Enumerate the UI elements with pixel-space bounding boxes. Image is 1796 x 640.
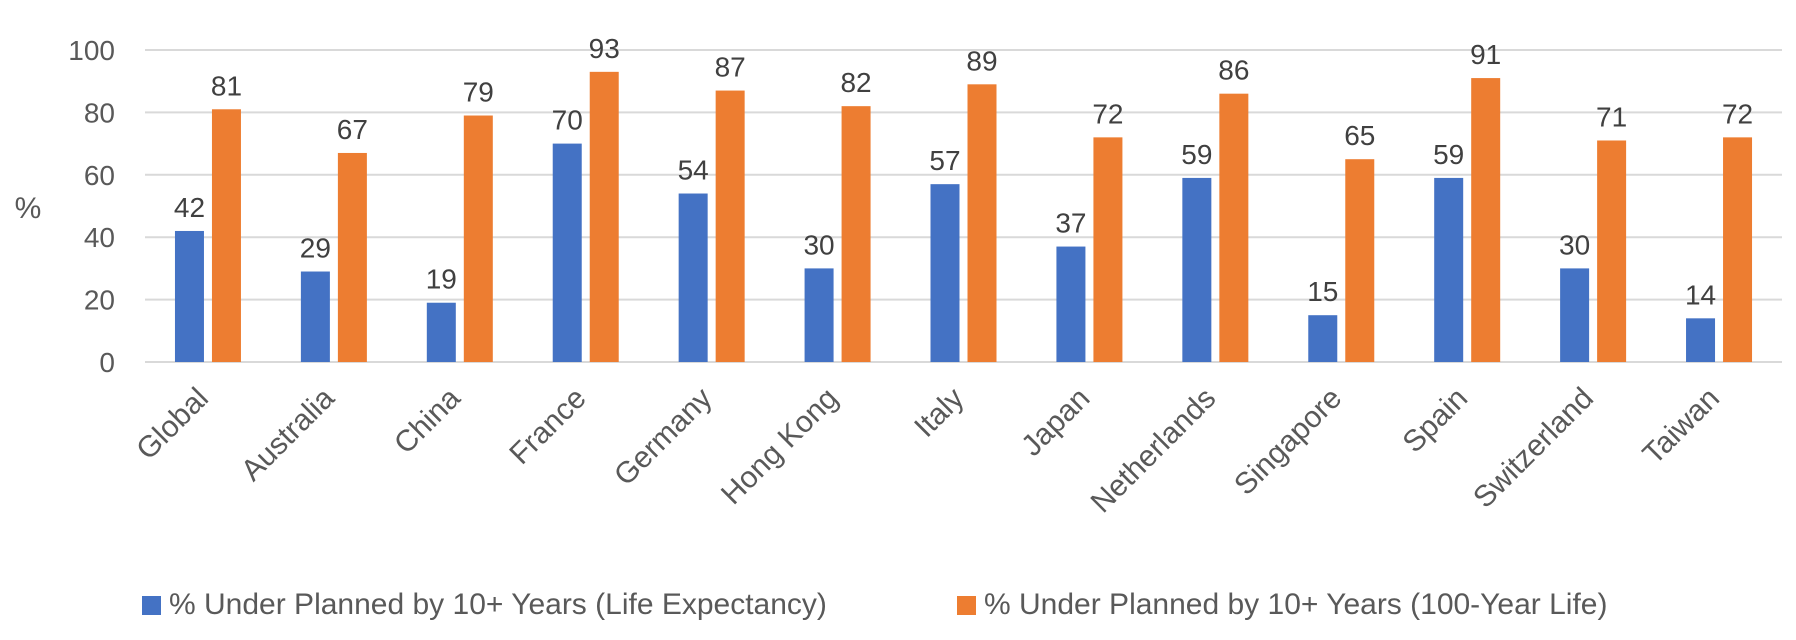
legend-swatch-blue — [142, 595, 161, 615]
data-label: 30 — [803, 229, 834, 260]
category-label: Japan — [1015, 382, 1096, 463]
data-label: 19 — [426, 264, 457, 295]
data-label: 37 — [1055, 208, 1086, 239]
y-tick-label: 80 — [84, 97, 115, 128]
data-label: 72 — [1092, 98, 1123, 129]
data-label: 86 — [1218, 55, 1249, 86]
legend-item-100-year-life: % Under Planned by 10+ Years (100-Year L… — [957, 588, 1607, 622]
bar-100-year-life — [1471, 78, 1501, 362]
category-label: Switzerland — [1467, 382, 1600, 515]
category-label: Australia — [235, 381, 341, 487]
data-label: 89 — [966, 45, 997, 76]
category-label: China — [388, 381, 467, 460]
gridlines — [145, 49, 1782, 363]
legend-swatch-orange — [957, 595, 976, 615]
category-label: Singapore — [1228, 382, 1348, 502]
bar-100-year-life — [715, 90, 745, 362]
y-tick-label: 40 — [84, 222, 115, 253]
category-label: Spain — [1397, 382, 1475, 460]
bar-life-expectancy — [174, 230, 204, 362]
category-label: Taiwan — [1637, 382, 1726, 471]
bar-100-year-life — [337, 152, 367, 362]
data-label: 79 — [463, 77, 494, 108]
data-label: 71 — [1596, 101, 1627, 132]
bar-100-year-life — [1219, 93, 1249, 363]
bar-life-expectancy — [552, 143, 582, 362]
data-label: 67 — [337, 114, 368, 145]
data-labels: 42 81 29 67 19 79 70 93 54 87 30 82 57 89 37 72 59 86 15 65… — [174, 33, 1753, 310]
data-label: 15 — [1307, 276, 1338, 307]
bar-100-year-life — [1723, 137, 1753, 362]
bar-100-year-life — [967, 84, 997, 362]
data-label: 81 — [211, 70, 242, 101]
data-label: 54 — [678, 155, 709, 186]
legend: % Under Planned by 10+ Years (Life Expec… — [0, 588, 1796, 628]
data-label: 57 — [929, 145, 960, 176]
bar-life-expectancy — [1182, 177, 1212, 362]
bar-life-expectancy — [804, 268, 834, 362]
bar-life-expectancy — [1434, 177, 1464, 362]
bar-life-expectancy — [1308, 315, 1338, 362]
category-label: Netherlands — [1085, 382, 1223, 520]
data-label: 59 — [1433, 139, 1464, 170]
data-label: 29 — [300, 233, 331, 264]
data-label: 14 — [1685, 279, 1716, 310]
data-label: 93 — [589, 33, 620, 64]
bar-life-expectancy — [1056, 246, 1086, 362]
data-label: 87 — [715, 52, 746, 83]
bar-100-year-life — [1345, 159, 1375, 362]
y-tick-label: 100 — [68, 35, 115, 66]
bar-100-year-life — [841, 106, 871, 362]
bar-100-year-life — [211, 109, 241, 362]
data-label: 70 — [552, 105, 583, 136]
y-tick-label: 60 — [84, 160, 115, 191]
data-label: 82 — [840, 67, 871, 98]
data-label: 91 — [1470, 39, 1501, 70]
legend-item-life-expectancy: % Under Planned by 10+ Years (Life Expec… — [142, 588, 827, 622]
y-axis-ticks: 0 20 40 60 80 100 — [68, 35, 115, 378]
bar-life-expectancy — [930, 184, 960, 362]
category-label: Hong Kong — [715, 382, 844, 511]
bar-life-expectancy — [426, 302, 456, 362]
legend-label: % Under Planned by 10+ Years (100-Year L… — [984, 588, 1608, 621]
bar-100-year-life — [1597, 140, 1627, 362]
data-label: 59 — [1181, 139, 1212, 170]
bars — [174, 71, 1753, 363]
bar-100-year-life — [1093, 137, 1123, 362]
y-tick-label: 0 — [99, 347, 115, 378]
data-label: 72 — [1722, 98, 1753, 129]
category-label: Germany — [608, 382, 719, 493]
bar-life-expectancy — [300, 271, 330, 362]
bar-100-year-life — [589, 71, 619, 362]
category-label: Global — [130, 382, 215, 467]
data-label: 30 — [1559, 229, 1590, 260]
category-label: France — [503, 382, 592, 471]
data-label: 42 — [174, 192, 205, 223]
bar-life-expectancy — [1686, 318, 1716, 362]
y-axis-label: % — [15, 192, 42, 225]
legend-label: % Under Planned by 10+ Years (Life Expec… — [169, 588, 827, 621]
y-tick-label: 20 — [84, 285, 115, 316]
bar-100-year-life — [463, 115, 493, 363]
data-label: 65 — [1344, 120, 1375, 151]
category-label: Italy — [908, 382, 970, 444]
bar-life-expectancy — [1560, 268, 1590, 362]
bar-life-expectancy — [678, 193, 708, 362]
